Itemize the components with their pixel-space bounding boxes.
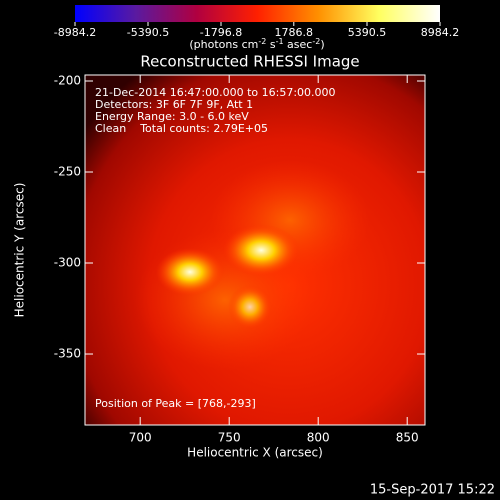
label-part: asec xyxy=(284,38,313,51)
y-tick-label: -300 xyxy=(54,256,81,270)
annotation: Detectors: 3F 6F 7F 9F, Att 1 xyxy=(95,98,253,111)
colorbar-tick-label: -5390.5 xyxy=(127,26,169,39)
x-axis-label: Heliocentric X (arcsec) xyxy=(187,446,323,460)
label-part: s xyxy=(266,38,275,51)
y-tick-label: -200 xyxy=(54,74,81,88)
source xyxy=(228,285,272,329)
colorbar-tick-label: -1796.8 xyxy=(200,26,242,39)
label-part: (photons cm xyxy=(189,38,258,51)
label-part: ) xyxy=(320,38,324,51)
label-part: -2 xyxy=(312,37,320,46)
colorbar-tick-label: -8984.2 xyxy=(54,26,96,39)
y-tick-label: -250 xyxy=(54,165,81,179)
peak-label: Position of Peak = [768,-293] xyxy=(95,397,256,410)
label-part: -2 xyxy=(258,37,266,46)
annotation: Clean Total counts: 2.79E+05 xyxy=(95,122,268,135)
x-tick-label: 700 xyxy=(129,431,152,445)
colorbar xyxy=(75,5,440,22)
label-part: -1 xyxy=(276,37,284,46)
timestamp: 15-Sep-2017 15:22 xyxy=(370,483,495,498)
x-tick-label: 750 xyxy=(218,431,241,445)
annotation: 21-Dec-2014 16:47:00.000 to 16:57:00.000 xyxy=(95,86,336,99)
y-axis-label: Heliocentric Y (arcsec) xyxy=(13,183,27,318)
x-tick-label: 850 xyxy=(396,431,419,445)
chart-title: Reconstructed RHESSI Image xyxy=(140,53,359,71)
source xyxy=(156,248,224,296)
y-tick-label: -350 xyxy=(54,347,81,361)
colorbar-tick-label: 1786.8 xyxy=(275,26,314,39)
peak-source xyxy=(223,224,300,277)
colorbar-tick-label: 8984.2 xyxy=(421,26,460,39)
colorbar-tick-label: 5390.5 xyxy=(348,26,387,39)
annotation: Energy Range: 3.0 - 6.0 keV xyxy=(95,110,249,123)
colorbar-label: (photons cm-2 s-1 asec-2) xyxy=(189,37,324,52)
plot-frame xyxy=(84,74,426,426)
x-tick-label: 800 xyxy=(307,431,330,445)
